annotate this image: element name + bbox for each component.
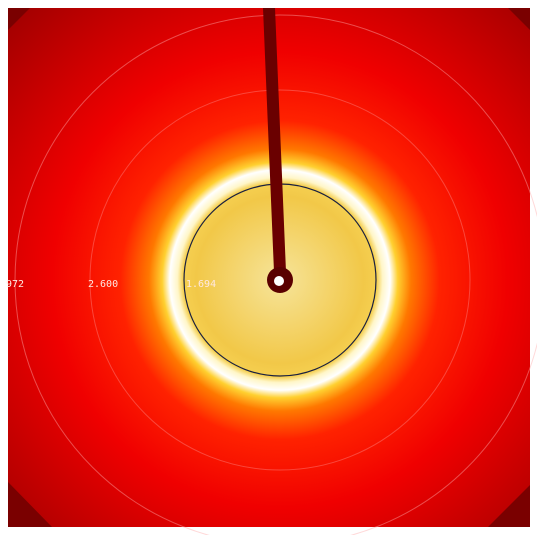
ring-label: 1.694 (186, 279, 216, 290)
direct-beam (274, 276, 284, 286)
page: {"ring_labels": ["972", "2.600", "1.694"… (0, 0, 537, 535)
ring-label: 2.600 (88, 279, 118, 290)
body: 972 2.600 1.694 (() => { const data = JS… (0, 0, 537, 535)
ring-label: 972 (6, 279, 24, 290)
diffraction-image: 972 2.600 1.694 (0, 0, 537, 535)
